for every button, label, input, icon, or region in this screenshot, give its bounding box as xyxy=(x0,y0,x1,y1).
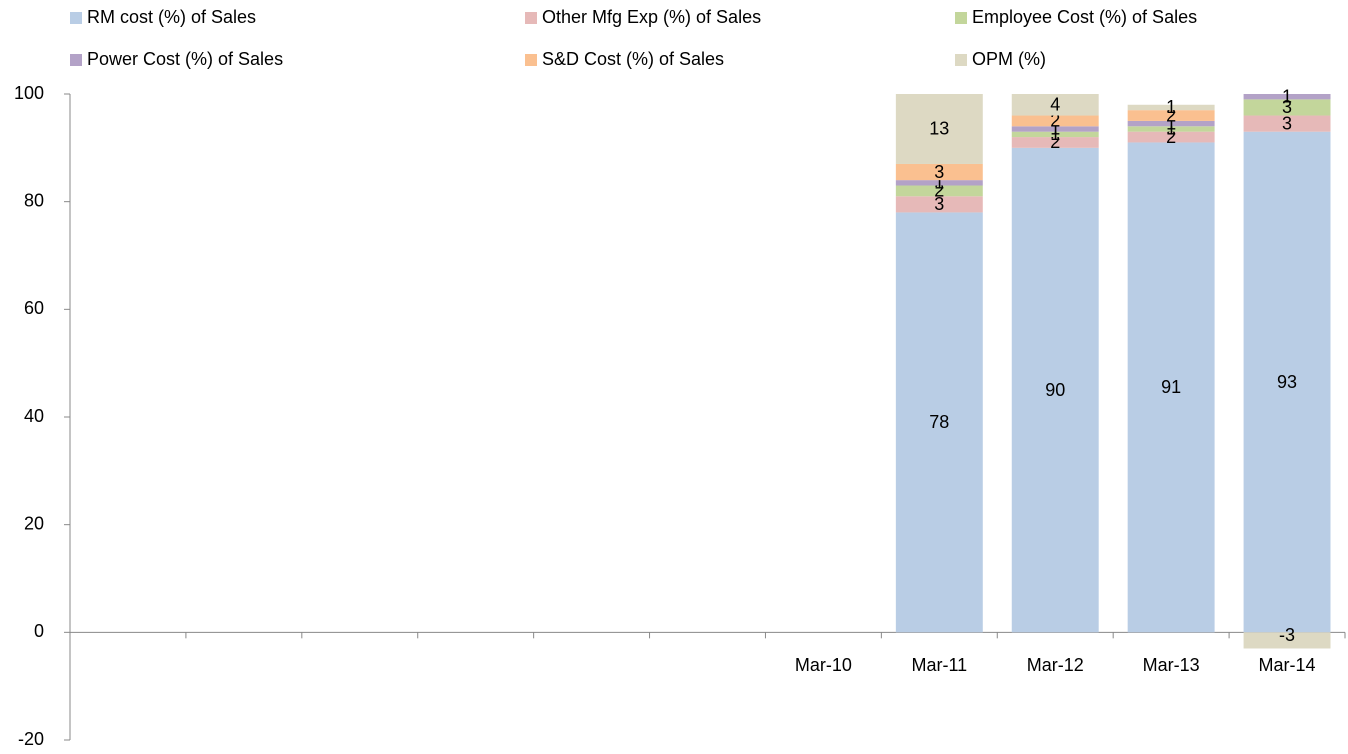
data-label: 2 xyxy=(1166,127,1176,147)
bar-segment xyxy=(1011,131,1099,138)
data-label: 3 xyxy=(1282,113,1292,133)
bar-segment xyxy=(1011,94,1099,116)
bar-segment xyxy=(895,185,983,197)
x-tick-label: Mar-13 xyxy=(1143,655,1200,675)
legend-label: OPM (%) xyxy=(972,49,1046,69)
bar-segment xyxy=(1243,94,1331,100)
bar-segment xyxy=(1243,131,1331,633)
data-label: -3 xyxy=(1279,625,1295,645)
bar-segment xyxy=(1243,115,1331,132)
bar-segment xyxy=(895,212,983,633)
bar-segment xyxy=(1243,632,1331,649)
data-label: 93 xyxy=(1277,372,1297,392)
data-label: 13 xyxy=(929,119,949,139)
bar-segment xyxy=(895,180,983,186)
legend-swatch xyxy=(955,54,967,66)
legend-swatch xyxy=(70,54,82,66)
x-tick-label: Mar-12 xyxy=(1027,655,1084,675)
bar-segment xyxy=(1127,110,1215,121)
data-label: 2 xyxy=(1166,105,1176,125)
data-label: 3 xyxy=(1282,97,1292,117)
bar-segment xyxy=(895,94,983,164)
y-tick-label: 80 xyxy=(24,190,44,210)
legend-swatch xyxy=(525,54,537,66)
data-label: 78 xyxy=(929,412,949,432)
y-tick-label: -20 xyxy=(18,729,44,749)
legend-swatch xyxy=(955,12,967,24)
y-tick-label: 100 xyxy=(14,83,44,103)
legend-label: Power Cost (%) of Sales xyxy=(87,49,283,69)
legend-swatch xyxy=(70,12,82,24)
data-label: 90 xyxy=(1045,380,1065,400)
bar-segment xyxy=(1127,120,1215,127)
bar-segment xyxy=(1127,142,1215,633)
data-label: 1 xyxy=(1166,119,1176,139)
legend-label: Employee Cost (%) of Sales xyxy=(972,7,1197,27)
data-label: 2 xyxy=(934,181,944,201)
legend-label: RM cost (%) of Sales xyxy=(87,7,256,27)
x-tick-label: Mar-11 xyxy=(911,655,967,675)
bar-segment xyxy=(895,196,983,213)
legend-label: Other Mfg Exp (%) of Sales xyxy=(542,7,761,27)
data-label: 1 xyxy=(1166,113,1176,133)
data-label: 91 xyxy=(1161,377,1181,397)
legend-label: S&D Cost (%) of Sales xyxy=(542,49,724,69)
data-label: 1 xyxy=(1050,124,1060,144)
bar-segment xyxy=(1011,137,1099,148)
data-label: 4 xyxy=(1050,95,1060,115)
bar-segment xyxy=(1127,126,1215,132)
data-label: 2 xyxy=(1050,132,1060,152)
data-label: 3 xyxy=(934,194,944,214)
y-tick-label: 20 xyxy=(24,513,44,533)
x-tick-label: Mar-10 xyxy=(795,655,852,675)
bar-segment xyxy=(1127,104,1215,111)
bar-segment xyxy=(1127,131,1215,143)
y-tick-label: 40 xyxy=(24,406,44,426)
bar-segment xyxy=(1011,147,1099,633)
x-tick-label: Mar-14 xyxy=(1259,655,1316,675)
y-tick-label: 60 xyxy=(24,298,44,318)
y-tick-label: 0 xyxy=(34,621,44,641)
bar-segment xyxy=(1011,115,1099,127)
bar-segment xyxy=(1243,99,1331,116)
bar-segment xyxy=(895,163,983,181)
data-label: 3 xyxy=(934,162,944,182)
data-label: 2 xyxy=(1050,111,1060,131)
data-label: 1 xyxy=(1166,97,1176,117)
bar-segment xyxy=(1011,126,1099,132)
data-label: 1 xyxy=(934,173,944,193)
data-label: 1 xyxy=(1050,119,1060,139)
data-label: 1 xyxy=(1282,86,1292,106)
legend-swatch xyxy=(525,12,537,24)
